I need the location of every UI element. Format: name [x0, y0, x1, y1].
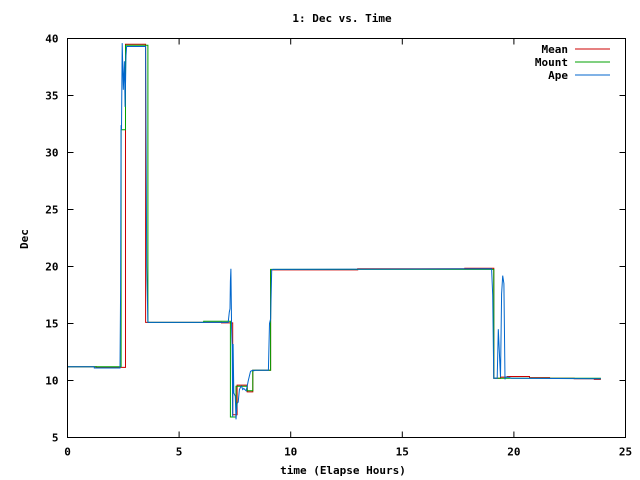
chart-title: 1: Dec vs. Time [292, 12, 392, 25]
y-tick-label: 25 [45, 204, 58, 217]
x-tick-label: 25 [619, 446, 632, 459]
series-line-mount [67, 44, 601, 418]
x-tick-label: 15 [396, 446, 409, 459]
x-axis-label: time (Elapse Hours) [280, 464, 406, 477]
y-tick-label: 10 [45, 375, 58, 388]
series-line-ape [67, 43, 601, 420]
legend-label-ape: Ape [548, 69, 568, 82]
y-tick-label: 5 [52, 432, 59, 445]
x-tick-label: 0 [64, 446, 71, 459]
y-tick-label: 35 [45, 90, 58, 103]
y-tick-label: 30 [45, 147, 58, 160]
y-tick-label: 40 [45, 33, 58, 46]
y-axis-label: Dec [18, 229, 31, 249]
plot-area [67, 43, 601, 420]
y-tick-label: 15 [45, 318, 58, 331]
x-tick-label: 20 [507, 446, 520, 459]
plot-frame [67, 38, 626, 438]
x-tick-label: 5 [176, 446, 183, 459]
y-tick-label: 20 [45, 261, 58, 274]
legend-label-mean: Mean [542, 43, 569, 56]
legend-label-mount: Mount [535, 56, 568, 69]
x-tick-label: 10 [284, 446, 297, 459]
